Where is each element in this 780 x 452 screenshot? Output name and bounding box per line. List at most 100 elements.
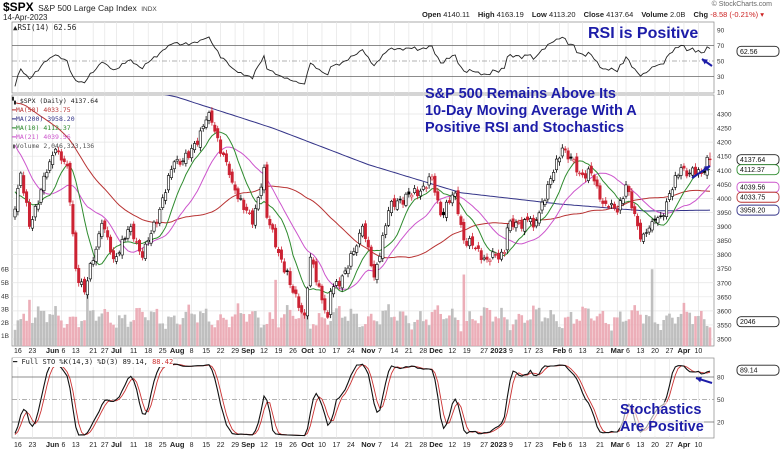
volume-bar — [178, 324, 182, 346]
ma10-legend-swatch: ━ — [12, 124, 16, 132]
candle-body — [288, 271, 292, 286]
candle-body — [56, 150, 60, 153]
candle-body — [138, 240, 142, 252]
volume-bar — [170, 317, 173, 346]
candle — [453, 190, 457, 201]
candle-body — [612, 203, 616, 209]
candle — [439, 200, 443, 217]
date-axis-label: 21 — [596, 442, 604, 449]
price-tick-label: 4150 — [717, 154, 732, 161]
sto-d-legend-text: 88.42 — [152, 358, 174, 366]
date-axis-label: Feb — [553, 346, 567, 355]
date-axis-label: 20 — [651, 442, 659, 449]
change-value: -8.58 (-0.21%) ▾ — [710, 10, 764, 19]
ma50-value-tag: 4033.75 — [736, 191, 780, 203]
sto-annotation-line: Stochastics — [620, 402, 702, 418]
volume-bar — [650, 269, 654, 346]
volume-bar — [413, 322, 416, 346]
volume-bar — [167, 316, 170, 346]
candle-body — [320, 285, 324, 301]
volume-bar — [546, 318, 550, 346]
volume-bar — [694, 316, 697, 346]
candle — [59, 148, 63, 165]
candle — [413, 185, 417, 195]
volume-bar — [624, 320, 628, 346]
volume-bar — [468, 311, 471, 346]
ma21-value-tag: 4039.56 — [736, 181, 780, 193]
candle — [586, 166, 590, 184]
volume-bar — [152, 312, 156, 346]
candle — [485, 253, 489, 263]
candle — [274, 224, 278, 249]
candle — [332, 283, 336, 298]
date-axis-label: 28 — [419, 348, 427, 355]
price-tick-label: 3650 — [717, 294, 732, 301]
date-axis-label: 17 — [333, 442, 341, 449]
candle — [193, 141, 197, 153]
volume-bar — [679, 313, 683, 346]
candle-body — [216, 128, 220, 139]
candle — [277, 246, 281, 257]
volume-bar — [537, 307, 541, 346]
candle-body — [656, 217, 660, 224]
candle-body — [610, 203, 614, 206]
candle — [262, 164, 266, 194]
volume-bar — [604, 322, 608, 346]
sto-legend: ━ Full STO %K(14,3) %D(3) 89.14, 88.42 — [13, 358, 174, 367]
date-axis-label: 21 — [89, 348, 97, 355]
volume-bar — [503, 317, 506, 346]
candle-body — [227, 163, 231, 176]
candle — [230, 168, 234, 185]
volume-bar — [340, 317, 344, 346]
candle-body — [615, 208, 619, 213]
candle — [555, 155, 559, 173]
ma50-value-tag-box — [736, 191, 780, 203]
candle — [494, 252, 498, 258]
volume-legend-icon: ▮ — [12, 142, 16, 150]
candle — [265, 161, 269, 220]
date-axis-label: Sep — [241, 346, 255, 355]
candle — [395, 198, 399, 211]
candle-body — [16, 188, 20, 212]
candle — [618, 197, 622, 214]
candle — [152, 220, 156, 234]
candle-body — [224, 153, 228, 163]
candle — [39, 187, 43, 206]
volume-bar — [479, 315, 483, 346]
candle — [111, 247, 115, 263]
candle — [476, 241, 480, 252]
candle — [155, 219, 159, 228]
candle — [667, 190, 671, 202]
candle-body — [659, 215, 663, 217]
candle — [146, 237, 150, 246]
candle — [430, 174, 434, 181]
volume-bar — [71, 316, 75, 346]
volume-tick-label: 3B — [1, 307, 9, 314]
candle — [456, 186, 460, 216]
date-axis-label: 18 — [144, 442, 152, 449]
candle-body — [676, 174, 680, 178]
candle-body — [172, 161, 176, 170]
volume-bar — [598, 313, 602, 346]
candle — [444, 199, 448, 222]
candle-body — [450, 194, 454, 204]
candle-body — [557, 157, 561, 163]
candle — [54, 147, 58, 156]
volume-bar — [633, 305, 637, 346]
rsi-legend-icon: ▲ — [13, 23, 18, 32]
candle-body — [358, 232, 362, 245]
date-axis-label: 10 — [695, 442, 703, 449]
candle-body — [488, 259, 492, 262]
candle-body — [109, 236, 113, 253]
price-tick-label: 4200 — [717, 140, 732, 147]
candle-body — [494, 254, 498, 256]
volume-bar — [19, 319, 23, 346]
candle-body — [169, 169, 173, 178]
date-axis-label: Nov — [361, 346, 376, 355]
candle-body — [673, 175, 677, 188]
candle — [566, 147, 570, 163]
candle — [546, 180, 550, 202]
candle — [227, 161, 231, 179]
volume-bar — [410, 329, 414, 346]
candle-body — [670, 189, 674, 197]
